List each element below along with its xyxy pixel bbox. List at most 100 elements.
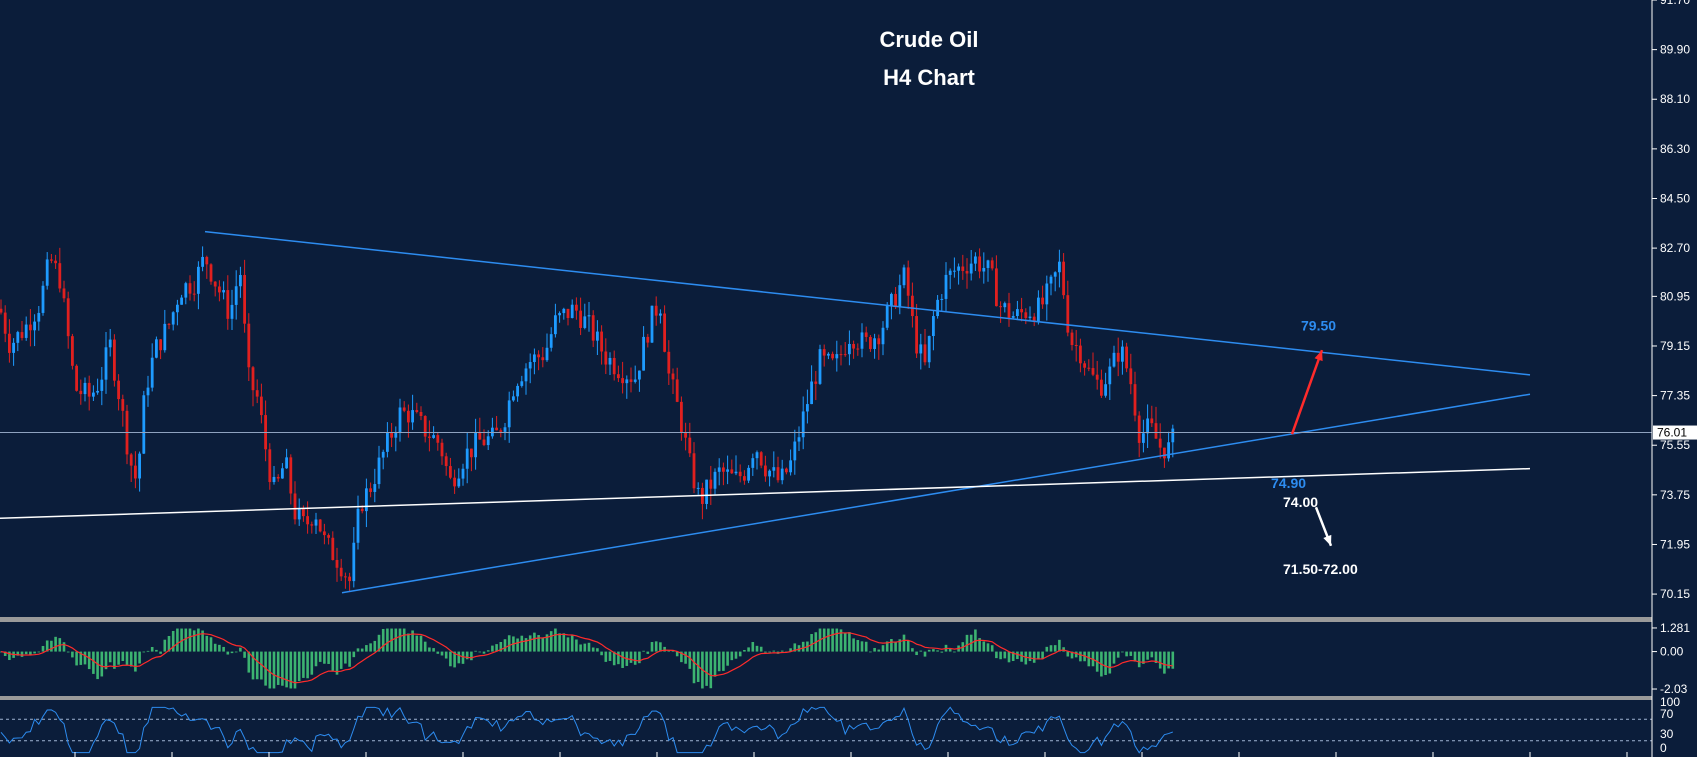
candle xyxy=(923,329,927,366)
histogram-bar xyxy=(1003,651,1007,659)
candle-body xyxy=(12,342,15,353)
candle xyxy=(503,423,507,441)
trendline-2[interactable] xyxy=(341,393,1531,594)
oscillator-tick-label: 100 xyxy=(1660,695,1680,709)
histogram-bar xyxy=(1150,651,1154,658)
candle xyxy=(310,521,314,534)
histogram-bar xyxy=(848,632,851,652)
candle xyxy=(440,438,444,465)
candle xyxy=(239,266,242,298)
candle-body xyxy=(331,537,335,560)
candle xyxy=(402,401,406,413)
trendline-3[interactable] xyxy=(0,467,1531,520)
candle xyxy=(696,482,700,495)
histogram-bar xyxy=(188,628,192,652)
candle-body xyxy=(705,479,708,504)
candle xyxy=(58,247,62,293)
candle-body xyxy=(3,312,7,334)
candle-body xyxy=(171,312,175,325)
histogram-bar xyxy=(684,651,687,664)
histogram-bar xyxy=(894,641,897,652)
candle-body xyxy=(890,293,893,306)
candle xyxy=(142,390,146,455)
histogram-bar xyxy=(50,640,53,652)
candle xyxy=(331,531,335,561)
candle xyxy=(150,343,154,392)
candle xyxy=(927,335,931,368)
candle xyxy=(184,281,188,305)
histogram-bar xyxy=(1066,651,1070,657)
candle xyxy=(1104,372,1107,398)
histogram-bar xyxy=(768,651,771,653)
candle-body xyxy=(234,286,238,305)
panel-divider-2[interactable] xyxy=(0,696,1652,700)
histogram-bar xyxy=(549,631,553,652)
candle-body xyxy=(503,427,507,432)
candle xyxy=(1058,249,1061,288)
trendline-1[interactable] xyxy=(204,230,1531,376)
candle xyxy=(747,465,750,484)
candle xyxy=(234,270,238,320)
candle xyxy=(1116,337,1120,377)
chart-subtitle: H4 Chart xyxy=(883,65,975,90)
candle-body xyxy=(213,281,217,287)
candle-body xyxy=(50,259,53,261)
candle-body xyxy=(1150,418,1154,424)
histogram-bar xyxy=(87,651,91,670)
histogram-bar xyxy=(268,651,272,689)
histogram-bar xyxy=(772,650,776,652)
candle-body xyxy=(906,267,910,296)
candle-body xyxy=(722,467,725,472)
oscillator-tick-label: 0 xyxy=(1660,741,1667,755)
candle-body xyxy=(121,399,125,411)
candle-body xyxy=(831,353,834,359)
candle-body xyxy=(986,260,990,268)
histogram-bar xyxy=(1028,651,1032,662)
candle-body xyxy=(583,316,587,328)
histogram-bar xyxy=(713,651,717,677)
histogram-bar xyxy=(478,651,482,653)
candle xyxy=(293,481,297,525)
histogram-bar xyxy=(612,651,616,666)
candle-body xyxy=(528,362,532,369)
candle xyxy=(79,379,83,405)
histogram-bar xyxy=(1041,651,1044,660)
candle xyxy=(419,406,423,421)
histogram-bar xyxy=(356,648,360,652)
candle xyxy=(24,316,28,341)
histogram-bar xyxy=(411,630,414,652)
price-tick-label: 77.35 xyxy=(1660,389,1690,403)
panel-divider-1[interactable] xyxy=(0,617,1652,622)
candle-body xyxy=(243,275,246,324)
candle-body xyxy=(327,535,330,538)
candle xyxy=(243,259,246,333)
histogram-bar xyxy=(1049,645,1053,652)
candle-body xyxy=(138,453,141,479)
histogram-bar xyxy=(1137,651,1141,668)
candle-body xyxy=(306,516,309,525)
candle-body xyxy=(272,476,276,483)
candle xyxy=(558,311,561,323)
candle-body xyxy=(1024,312,1028,318)
histogram-bar xyxy=(852,638,855,652)
candle-body xyxy=(948,270,952,275)
histogram-bar xyxy=(953,651,956,653)
histogram-bar xyxy=(155,649,158,652)
histogram-bar xyxy=(873,647,876,652)
candle xyxy=(264,400,267,462)
histogram-bar xyxy=(780,650,784,652)
candle-body xyxy=(772,467,776,471)
histogram-bar xyxy=(16,651,20,656)
candle xyxy=(318,519,322,533)
candle xyxy=(545,333,549,362)
candle-body xyxy=(545,347,549,361)
histogram-bar xyxy=(327,651,330,664)
candle-body xyxy=(659,313,662,316)
candle-body xyxy=(356,508,360,543)
candle xyxy=(751,453,755,476)
candle-body xyxy=(92,392,95,397)
candle-body xyxy=(650,305,654,343)
candle-body xyxy=(1142,433,1145,443)
candle xyxy=(944,262,948,312)
candle xyxy=(1074,330,1078,362)
